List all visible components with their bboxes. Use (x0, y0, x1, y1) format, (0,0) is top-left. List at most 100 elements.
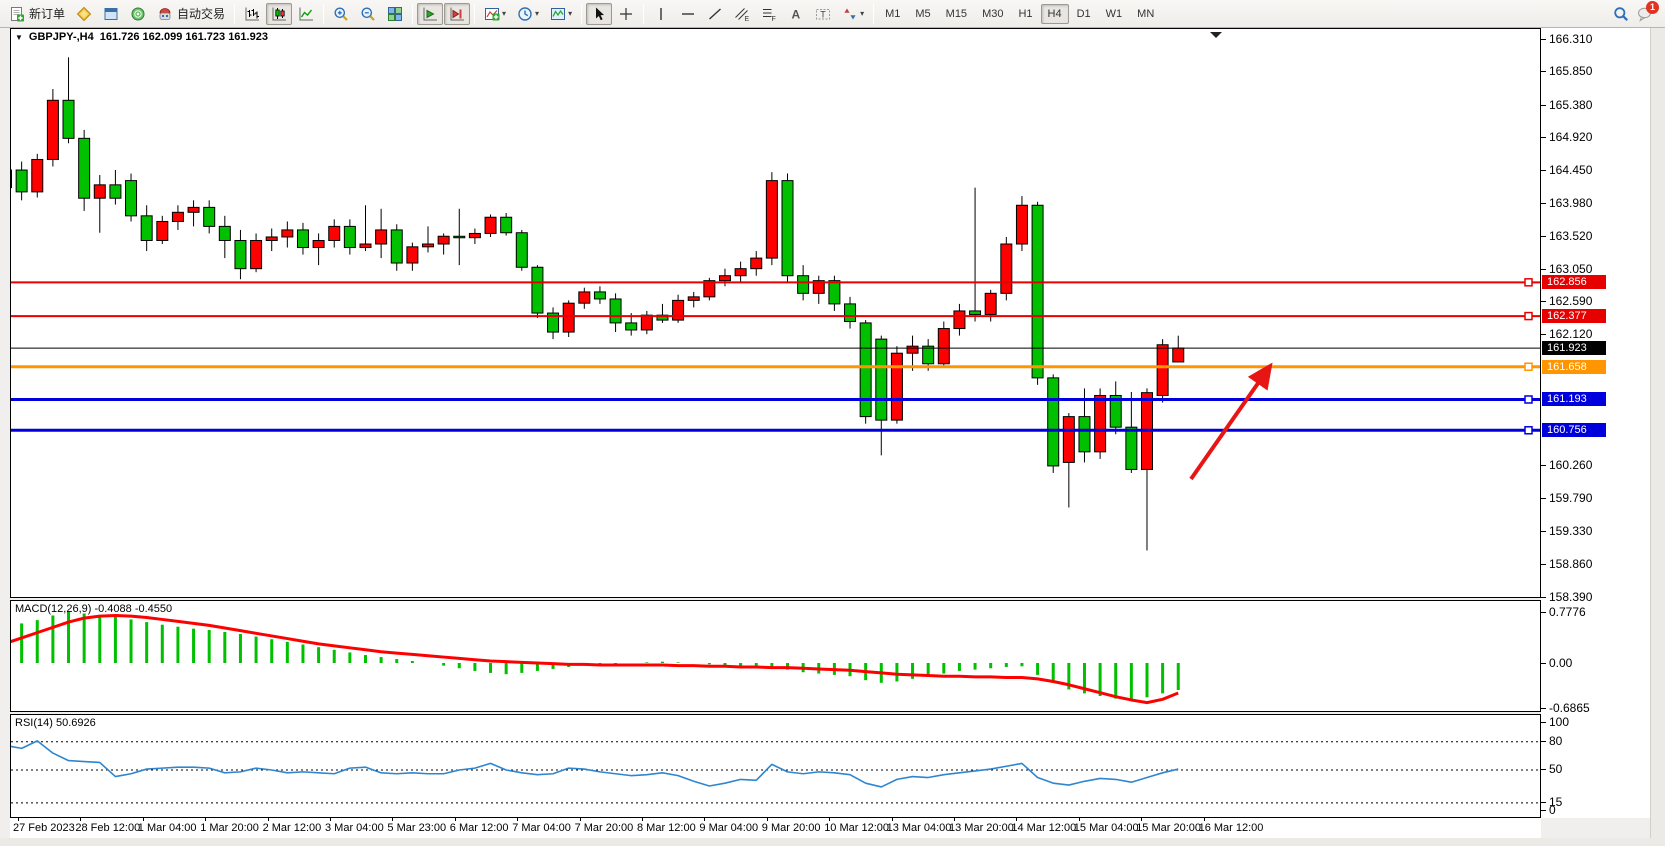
timeframe-m30[interactable]: M30 (982, 7, 1004, 20)
timeframe-mn[interactable]: MN (1137, 7, 1155, 20)
price-tick: 162.590 (1541, 294, 1592, 308)
auto-trading-button[interactable]: 自动交易 (152, 3, 230, 25)
trendline-button[interactable] (702, 3, 728, 25)
rsi-panel[interactable]: RSI(14) 50.6926 (10, 714, 1541, 818)
timeframe-m5[interactable]: M5 (915, 7, 931, 20)
time-label: 9 Mar 20:00 (761, 822, 821, 834)
candlestick-chart-icon (272, 7, 287, 20)
vertical-line-button[interactable] (648, 3, 674, 25)
templates-button[interactable]: ▾ (545, 3, 577, 25)
macd-tick: -0.6865 (1541, 701, 1590, 715)
macd-panel[interactable]: MACD(12,26,9) -0.4088 -0.4550 (10, 600, 1541, 712)
price-line-tag: 161.923 (1542, 341, 1606, 356)
time-tick (80, 818, 82, 821)
arrows-button[interactable]: ▾ (837, 3, 869, 25)
macd-label: MACD(12,26,9) -0.4088 -0.4550 (15, 603, 173, 615)
time-label: 9 Mar 04:00 (699, 822, 759, 834)
right-edge-strip (1650, 28, 1665, 846)
time-tick (392, 818, 394, 821)
chart-shift-icon (450, 7, 465, 20)
timeframe-m1[interactable]: M1 (885, 7, 901, 20)
rsi-label: RSI(14) 50.6926 (15, 717, 96, 729)
time-tick (1078, 818, 1080, 821)
price-tick: 165.380 (1541, 98, 1592, 112)
price-axis[interactable]: 166.310 165.850 165.380 164.920 164.450 163.9… (1541, 28, 1650, 818)
timeframe-w1[interactable]: W1 (1105, 7, 1123, 20)
zoom-in-button[interactable] (328, 3, 354, 25)
indicators-button[interactable]: ▾ (479, 3, 511, 25)
time-tick (954, 818, 955, 821)
new-order-label: 新订单 (29, 7, 66, 21)
time-label: 7 Mar 20:00 (574, 822, 634, 834)
horizontal-line-button[interactable] (675, 3, 701, 25)
price-tick: 158.860 (1541, 557, 1592, 571)
main-chart-panel[interactable]: ▼ GBPJPY-,H4 161.726 162.099 161.723 161… (10, 28, 1541, 598)
indicators-dropdown-caret[interactable]: ▾ (502, 9, 507, 18)
periods-button[interactable]: ▾ (512, 3, 544, 25)
text-button[interactable]: A (783, 3, 809, 25)
fibonacci-button[interactable]: F (756, 3, 782, 25)
tile-windows-button[interactable] (382, 3, 408, 25)
new-order-icon (11, 6, 24, 21)
rsi-chart (11, 740, 1540, 804)
notifications-button[interactable]: 1 (1637, 0, 1659, 22)
periods-dropdown-caret[interactable]: ▾ (535, 9, 540, 18)
timeframe-m15[interactable]: M15 (945, 7, 968, 20)
timeframe-d1[interactable]: D1 (1076, 7, 1091, 20)
time-label: 1 Mar 04:00 (137, 822, 197, 834)
time-label: 2 Mar 12:00 (262, 822, 322, 834)
time-tick (517, 818, 519, 821)
macd-chart (11, 611, 1180, 705)
text-label-button[interactable]: T (810, 3, 836, 25)
price-line-tag: 162.856 (1542, 275, 1606, 290)
toolbar-separator (234, 3, 236, 24)
toolbar: 新订单 自动交易 (0, 0, 1665, 28)
toolbar-separator (323, 3, 325, 24)
chart-title-dropdown-icon[interactable]: ▼ (15, 32, 23, 42)
zoom-out-button[interactable] (355, 3, 381, 25)
arrows-icon (844, 8, 856, 19)
time-label: 14 Mar 12:00 (1011, 822, 1077, 834)
time-label: 15 Mar 20:00 (1136, 822, 1202, 834)
auto-scroll-button[interactable] (417, 2, 444, 25)
equidistant-channel-button[interactable]: E (729, 3, 755, 25)
auto-scroll-icon (423, 7, 438, 20)
crosshair-button[interactable] (613, 3, 639, 25)
market-watch-button[interactable] (71, 3, 97, 25)
price-tick: 163.980 (1541, 196, 1592, 210)
new-order-button[interactable]: 新订单 (4, 3, 70, 25)
candlestick-chart-button[interactable] (266, 2, 293, 25)
time-tick (766, 818, 768, 821)
templates-dropdown-caret[interactable]: ▾ (568, 9, 573, 18)
rsi-tick: 50 (1541, 762, 1562, 776)
time-label: 28 Feb 12:00 (75, 822, 141, 834)
candlestick-chart[interactable] (11, 29, 1540, 597)
market-watch-icon (76, 6, 92, 21)
rsi-tick: 0 (1541, 803, 1556, 817)
bar-chart-button[interactable] (239, 3, 265, 25)
toolbar-separator (873, 3, 875, 24)
data-window-button[interactable] (98, 3, 124, 25)
time-label: 1 Mar 20:00 (200, 822, 259, 834)
cursor-button[interactable] (586, 2, 613, 25)
time-tick (330, 818, 331, 821)
search-icon[interactable] (1613, 6, 1629, 22)
timeframe-h4[interactable]: H4 (1040, 3, 1069, 24)
toolbar-separator (581, 3, 583, 24)
navigator-icon (131, 7, 145, 20)
vertical-line-icon (660, 7, 662, 20)
time-tick (704, 818, 706, 821)
notification-badge: 1 (1646, 0, 1659, 14)
chart-shift-button[interactable] (444, 2, 471, 25)
time-tick (1016, 818, 1018, 821)
timeframe-h1[interactable]: H1 (1018, 7, 1033, 20)
time-label: 16 Mar 12:00 (1198, 822, 1264, 834)
line-chart-button[interactable] (293, 3, 319, 25)
time-label: 6 Mar 12:00 (449, 822, 509, 834)
time-axis[interactable]: 27 Feb 2023 28 Feb 12:00 1 Mar 04:00 1 Mar … (10, 818, 1541, 838)
price-line-tag: 162.377 (1542, 309, 1606, 324)
time-tick (267, 818, 269, 821)
arrows-dropdown-caret[interactable]: ▾ (860, 9, 865, 18)
navigator-button[interactable] (125, 3, 151, 25)
price-tick: 165.850 (1541, 64, 1592, 78)
